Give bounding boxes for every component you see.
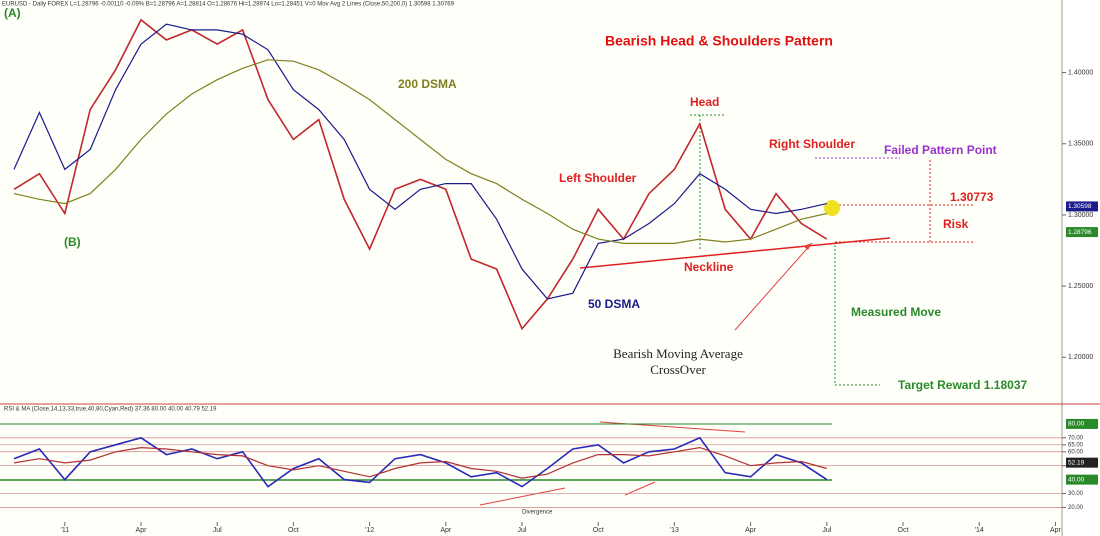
annotation: Failed Pattern Point [884,143,997,157]
series-label: 50 DSMA [588,297,640,311]
x-tick-label: Oct [898,527,909,534]
last-value-label: 1.30598 [1068,203,1092,210]
x-tick-label: '13 [670,527,679,534]
last-value-label: 1.28796 [1068,229,1092,236]
annotation: CrossOver [650,362,706,377]
x-tick-label: Jul [213,527,222,534]
y-tick-label: 1.40000 [1068,69,1093,76]
annotation: Head [690,95,719,109]
y-tick-label: 1.20000 [1068,354,1093,361]
annotation: 1.30773 [950,190,994,204]
y-tick-label: 1.30000 [1068,212,1093,219]
annotation: Divergence [522,510,553,516]
annotation: Neckline [684,260,734,274]
neckline [579,237,891,269]
divergence-line [479,487,566,506]
annotation: Left Shoulder [559,171,637,185]
chart-title: Bearish Head & Shoulders Pattern [605,33,833,49]
series-line [13,18,828,331]
y-tick-label: 20.00 [1068,505,1084,511]
annotation: (A) [4,6,21,20]
y-tick-label: 30.00 [1068,491,1084,497]
y-tick-label: 1.25000 [1068,283,1093,290]
y-tick-label: 65.00 [1068,442,1084,448]
annotation: Measured Move [851,305,941,319]
annotation: Target Reward 1.18037 [898,378,1028,392]
arrow-head [803,243,812,250]
last-value-label: 80.00 [1068,421,1085,428]
annotation: (B) [64,235,81,249]
header: EURUSD - Daily FOREX L=1.28796 -0.00110 … [2,2,455,8]
x-tick-label: Oct [593,527,604,534]
annotation: Bearish Moving Average [613,346,743,361]
x-tick-label: Apr [1050,527,1062,534]
y-tick-label: 60.00 [1068,449,1084,455]
last-value-label: 52.19 [1068,459,1085,466]
last-value-box [1066,474,1098,485]
annotation: Right Shoulder [769,137,855,151]
x-tick-label: '12 [365,527,374,534]
series-line [13,59,827,244]
y-tick-label: 1.35000 [1068,141,1093,148]
y-tick-label: 70.00 [1068,435,1084,441]
failed-point [824,200,840,216]
series-line [13,23,827,300]
last-value-box [1066,457,1098,468]
series-line [13,446,827,479]
x-tick-label: Jul [518,527,527,534]
arrow [734,242,813,331]
x-tick-label: Oct [288,527,299,534]
divergence-line [624,481,656,496]
last-value-box [1066,201,1098,212]
last-value-box [1066,418,1098,429]
x-tick-label: '14 [975,527,984,534]
series-line [13,436,828,488]
series-label: 200 DSMA [398,77,457,91]
x-tick-label: '11 [60,527,69,534]
pattern-drawings [0,114,975,506]
x-tick-label: Apr [136,527,148,534]
rsi-title: RSI & MA (Close,14,13,33,true,40,80,Cyan… [4,407,217,413]
x-tick-label: Apr [745,527,757,534]
x-tick-label: Jul [822,527,831,534]
last-value-label: 40.00 [1068,476,1085,483]
annotation: Risk [943,217,969,231]
plot-background [0,0,1062,536]
last-value-box [1066,227,1098,238]
x-tick-label: Apr [440,527,452,534]
